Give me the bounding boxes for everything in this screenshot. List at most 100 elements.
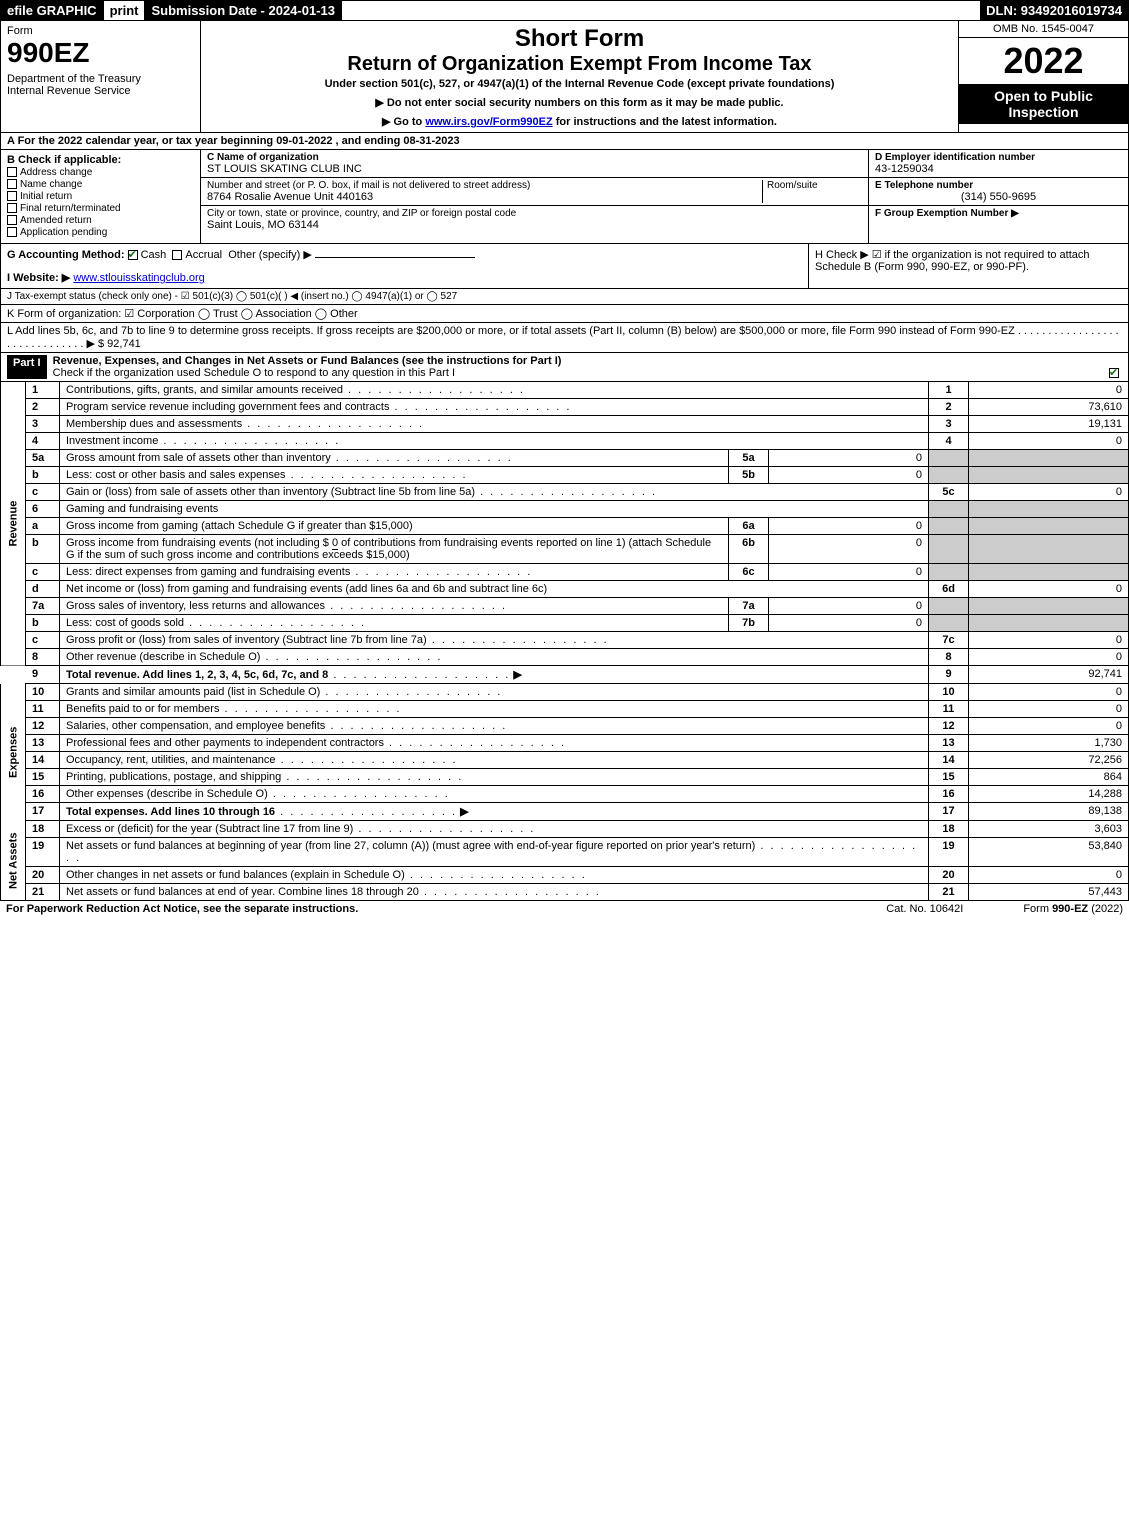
l8-rnum: 8 <box>929 649 969 666</box>
check-name-change-label: Name change <box>20 179 82 190</box>
section-k: K Form of organization: ☑ Corporation ◯ … <box>0 305 1129 323</box>
l7b-subnum: 7b <box>729 615 769 632</box>
l10-rnum: 10 <box>929 684 969 701</box>
l17-num: 17 <box>26 803 60 821</box>
l12-num: 12 <box>26 718 60 735</box>
l6d-desc: Net income or (loss) from gaming and fun… <box>60 581 929 598</box>
ssn-note: ▶ Do not enter social security numbers o… <box>207 96 952 109</box>
l5c-desc: Gain or (loss) from sale of assets other… <box>66 486 657 498</box>
l15-rnum: 15 <box>929 769 969 786</box>
l5a-num: 5a <box>26 450 60 467</box>
print-button[interactable]: print <box>104 1 146 20</box>
l6-desc: Gaming and fundraising events <box>60 501 929 518</box>
l16-rval: 14,288 <box>969 786 1129 803</box>
part1-label: Part I <box>7 355 47 379</box>
section-l-text: L Add lines 5b, 6c, and 7b to line 9 to … <box>7 325 1119 350</box>
check-final-return[interactable]: Final return/terminated <box>7 203 194 214</box>
l5a-grey <box>929 450 969 467</box>
l15-desc: Printing, publications, postage, and shi… <box>66 771 463 783</box>
l17-rval: 89,138 <box>969 803 1129 821</box>
website-link[interactable]: www.stlouisskatingclub.org <box>73 272 204 284</box>
l6b-desc1: Gross income from fundraising events (no… <box>66 537 329 549</box>
part1-check-text: Check if the organization used Schedule … <box>53 367 455 379</box>
check-address-change[interactable]: Address change <box>7 167 194 178</box>
title-return: Return of Organization Exempt From Incom… <box>207 53 952 76</box>
group-exemption-label: F Group Exemption Number ▶ <box>875 208 1122 219</box>
check-initial-return[interactable]: Initial return <box>7 191 194 202</box>
l15-num: 15 <box>26 769 60 786</box>
l5c-num: c <box>26 484 60 501</box>
room-label: Room/suite <box>767 180 862 191</box>
check-accrual[interactable] <box>172 250 182 260</box>
section-g: G Accounting Method: Cash Accrual Other … <box>1 244 808 288</box>
l6-num: 6 <box>26 501 60 518</box>
l6a-num: a <box>26 518 60 535</box>
l9-rval: 92,741 <box>969 666 1129 684</box>
footer-cat: Cat. No. 10642I <box>886 903 963 915</box>
l5b-num: b <box>26 467 60 484</box>
check-initial-return-label: Initial return <box>20 191 72 202</box>
l8-desc: Other revenue (describe in Schedule O) <box>66 651 442 663</box>
ein-label: D Employer identification number <box>875 152 1122 163</box>
l17-desc: Total expenses. Add lines 10 through 16 <box>66 806 275 818</box>
top-bar: efile GRAPHIC print Submission Date - 20… <box>0 0 1129 21</box>
phone-label: E Telephone number <box>875 180 1122 191</box>
check-name-change[interactable]: Name change <box>7 179 194 190</box>
l6c-num: c <box>26 564 60 581</box>
l5c-rnum: 5c <box>929 484 969 501</box>
part1-check[interactable] <box>1109 368 1119 378</box>
org-name: ST LOUIS SKATING CLUB INC <box>207 163 862 175</box>
section-j: J Tax-exempt status (check only one) - ☑… <box>0 289 1129 305</box>
part1-title: Revenue, Expenses, and Changes in Net As… <box>53 355 562 367</box>
section-b: B Check if applicable: Address change Na… <box>1 150 201 243</box>
l1-desc: Contributions, gifts, grants, and simila… <box>66 384 525 396</box>
l1-num: 1 <box>26 382 60 399</box>
org-city: Saint Louis, MO 63144 <box>207 219 862 231</box>
check-cash[interactable] <box>128 250 138 260</box>
city-label: City or town, state or province, country… <box>207 208 862 219</box>
phone-value: (314) 550-9695 <box>875 191 1122 203</box>
goto-note: ▶ Go to www.irs.gov/Form990EZ for instru… <box>207 115 952 128</box>
l21-rval: 57,443 <box>969 884 1129 901</box>
l2-num: 2 <box>26 399 60 416</box>
l6b-num: b <box>26 535 60 564</box>
l17-rnum: 17 <box>929 803 969 821</box>
department: Department of the Treasury Internal Reve… <box>7 73 194 97</box>
l7a-subval: 0 <box>769 598 929 615</box>
l7a-subnum: 7a <box>729 598 769 615</box>
website-label: I Website: ▶ <box>7 272 70 284</box>
l21-rnum: 21 <box>929 884 969 901</box>
form-number: 990EZ <box>7 37 194 69</box>
l13-rval: 1,730 <box>969 735 1129 752</box>
side-revenue: Revenue <box>1 382 26 666</box>
section-a: A For the 2022 calendar year, or tax yea… <box>0 133 1129 150</box>
addr-label: Number and street (or P. O. box, if mail… <box>207 180 762 191</box>
l14-num: 14 <box>26 752 60 769</box>
other-specify-input[interactable] <box>315 257 475 258</box>
omb-number: OMB No. 1545-0047 <box>959 21 1128 38</box>
l6d-rnum: 6d <box>929 581 969 598</box>
l14-rnum: 14 <box>929 752 969 769</box>
form-word: Form <box>7 25 194 37</box>
side-expenses: Expenses <box>1 684 26 821</box>
section-h: H Check ▶ ☑ if the organization is not r… <box>808 244 1128 288</box>
l18-rnum: 18 <box>929 821 969 838</box>
goto-suffix: for instructions and the latest informat… <box>553 116 777 128</box>
org-address: 8764 Rosalie Avenue Unit 440163 <box>207 191 762 203</box>
accounting-label: G Accounting Method: <box>7 249 125 261</box>
check-amended-return-label: Amended return <box>20 215 92 226</box>
l14-rval: 72,256 <box>969 752 1129 769</box>
l9-desc: Total revenue. Add lines 1, 2, 3, 4, 5c,… <box>66 669 328 681</box>
check-amended-return[interactable]: Amended return <box>7 215 194 226</box>
other-label: Other (specify) ▶ <box>228 249 312 261</box>
section-bcdef: B Check if applicable: Address change Na… <box>0 150 1129 244</box>
l2-rval: 73,610 <box>969 399 1129 416</box>
l14-desc: Occupancy, rent, utilities, and maintena… <box>66 754 458 766</box>
l1-rval: 0 <box>969 382 1129 399</box>
check-application-pending[interactable]: Application pending <box>7 227 194 238</box>
l11-num: 11 <box>26 701 60 718</box>
irs-link[interactable]: www.irs.gov/Form990EZ <box>425 116 552 128</box>
section-def: D Employer identification number 43-1259… <box>868 150 1128 243</box>
l19-desc: Net assets or fund balances at beginning… <box>66 840 917 864</box>
l15-rval: 864 <box>969 769 1129 786</box>
